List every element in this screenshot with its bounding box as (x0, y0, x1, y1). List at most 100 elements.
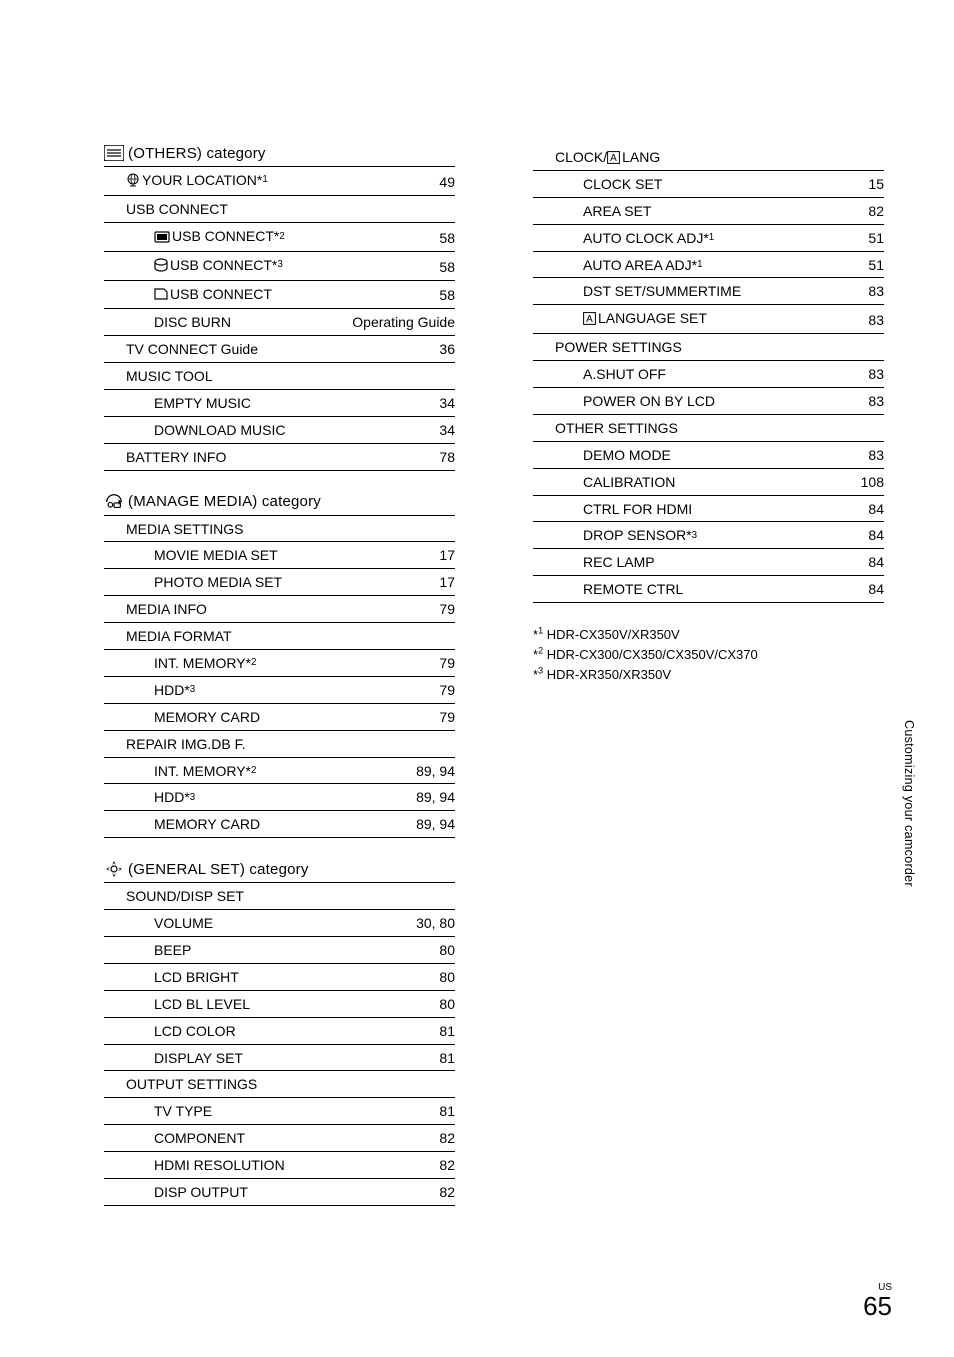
row-page: 80 (431, 941, 455, 960)
menu-row: YOUR LOCATION*1 49 (104, 167, 455, 196)
menu-row: DISPLAY SET 81 (104, 1045, 455, 1072)
row-label: OTHER SETTINGS (555, 419, 678, 438)
row-label-text: COMPONENT (154, 1129, 245, 1148)
row-label-text: DISP OUTPUT (154, 1183, 248, 1202)
row-label: PHOTO MEDIA SET (154, 573, 282, 592)
row-label: AUTO AREA ADJ*1 (583, 256, 703, 275)
row-page: 30, 80 (408, 914, 455, 933)
row-page: 83 (860, 282, 884, 301)
row-label: POWER SETTINGS (555, 338, 682, 357)
row-label-text: HDD* (154, 788, 190, 807)
menu-row: POWER ON BY LCD83 (533, 388, 884, 415)
row-label: MEDIA SETTINGS (126, 520, 243, 539)
row-page: 81 (431, 1049, 455, 1068)
row-page: 89, 94 (408, 788, 455, 807)
menu-row: USB CONNECT (104, 196, 455, 223)
row-page: 84 (860, 500, 884, 519)
menu-row: MOVIE MEDIA SET 17 (104, 542, 455, 569)
row-label: LCD BRIGHT (154, 968, 239, 987)
row-label: DST SET/SUMMERTIME (583, 282, 741, 301)
row-label: MUSIC TOOL (126, 367, 213, 386)
row-page: 17 (431, 546, 455, 565)
row-page: 58 (431, 229, 455, 248)
menu-row: LCD COLOR81 (104, 1018, 455, 1045)
footnote-text: HDR-CX300/CX350/CX350V/CX370 (547, 647, 758, 662)
menu-row: PHOTO MEDIA SET 17 (104, 569, 455, 596)
footnote: *3 HDR-XR350/XR350V (533, 665, 884, 685)
menu-row: A.SHUT OFF83 (533, 361, 884, 388)
row-label: BEEP (154, 941, 191, 960)
row-label-text: POWER ON BY LCD (583, 392, 715, 411)
right-column: CLOCK/ ALANGCLOCK SET15AREA SET82AUTO CL… (533, 144, 884, 1206)
card-icon (154, 288, 168, 300)
row-label: DEMO MODE (583, 446, 671, 465)
row-page: 36 (431, 340, 455, 359)
row-label-text: POWER SETTINGS (555, 338, 682, 357)
menu-row: DST SET/SUMMERTIME 83 (533, 278, 884, 305)
menu-row: VOLUME 30, 80 (104, 910, 455, 937)
row-label: EMPTY MUSIC (154, 394, 251, 413)
row-label-text: LCD BL LEVEL (154, 995, 250, 1014)
row-label-text: TV CONNECT Guide (126, 340, 258, 359)
page-number-value: 65 (863, 1293, 892, 1319)
menu-row: EMPTY MUSIC34 (104, 390, 455, 417)
row-label-text: DOWNLOAD MUSIC (154, 421, 285, 440)
row-label-text: CALIBRATION (583, 473, 675, 492)
row-label: HDD*3 (154, 681, 195, 700)
menu-row: CALIBRATION108 (533, 469, 884, 496)
menu-row: OUTPUT SETTINGS (104, 1071, 455, 1098)
menu-row: INT. MEMORY*279 (104, 650, 455, 677)
row-label: DISP OUTPUT (154, 1183, 248, 1202)
row-label-text: DST SET/SUMMERTIME (583, 282, 741, 301)
category-header: (OTHERS) category (104, 144, 455, 167)
row-label-text: AUTO CLOCK ADJ* (583, 229, 709, 248)
row-label: MOVIE MEDIA SET (154, 546, 278, 565)
row-label-text: REC LAMP (583, 553, 655, 572)
row-label-text: MEDIA SETTINGS (126, 520, 243, 539)
row-label-text: CTRL FOR HDMI (583, 500, 692, 519)
menu-row: DROP SENSOR*384 (533, 522, 884, 549)
row-page: 82 (431, 1129, 455, 1148)
row-page: 49 (431, 173, 455, 192)
row-page: 82 (431, 1156, 455, 1175)
content-columns: (OTHERS) category YOUR LOCATION*1 49 USB CO… (0, 0, 954, 1206)
menu-row: DISP OUTPUT 82 (104, 1179, 455, 1206)
row-label-text: SOUND/DISP SET (126, 887, 244, 906)
row-page: 82 (431, 1183, 455, 1202)
row-label: REC LAMP (583, 553, 655, 572)
row-page: 83 (860, 311, 884, 330)
abox-icon: A (583, 312, 596, 325)
menu-row: COMPONENT 82 (104, 1125, 455, 1152)
row-label-text: MEDIA INFO (126, 600, 207, 619)
menu-row: LCD BL LEVEL80 (104, 991, 455, 1018)
row-label-text: INT. MEMORY* (154, 654, 251, 673)
menu-row: BATTERY INFO78 (104, 444, 455, 471)
menu-row: REMOTE CTRL84 (533, 576, 884, 603)
row-label: MEDIA INFO (126, 600, 207, 619)
row-label-text: LCD COLOR (154, 1022, 236, 1041)
row-page: 17 (431, 573, 455, 592)
row-label-text: CLOCK SET (583, 175, 662, 194)
row-page: 78 (431, 448, 455, 467)
row-label-text: DISPLAY SET (154, 1049, 243, 1068)
row-label-text: USB CONNECT (170, 285, 272, 304)
row-label-text: LCD BRIGHT (154, 968, 239, 987)
row-label: LCD BL LEVEL (154, 995, 250, 1014)
menu-row: OTHER SETTINGS (533, 415, 884, 442)
row-label: YOUR LOCATION*1 (126, 171, 268, 190)
row-label-text: OTHER SETTINGS (555, 419, 678, 438)
menu-row: POWER SETTINGS (533, 334, 884, 361)
menu-row: HDD*3 89, 94 (104, 784, 455, 811)
menu-row: HDD*3 79 (104, 677, 455, 704)
row-label-text: PHOTO MEDIA SET (154, 573, 282, 592)
row-label: HDD*3 (154, 788, 195, 807)
row-label-text: MOVIE MEDIA SET (154, 546, 278, 565)
row-label: REMOTE CTRL (583, 580, 683, 599)
row-page: 79 (431, 681, 455, 700)
row-label: VOLUME (154, 914, 213, 933)
row-label: INT. MEMORY*2 (154, 654, 256, 673)
footnote-text: HDR-XR350/XR350V (547, 667, 671, 682)
row-label: DISPLAY SET (154, 1049, 243, 1068)
menu-row: AREA SET82 (533, 198, 884, 225)
svg-text:A: A (610, 153, 617, 164)
